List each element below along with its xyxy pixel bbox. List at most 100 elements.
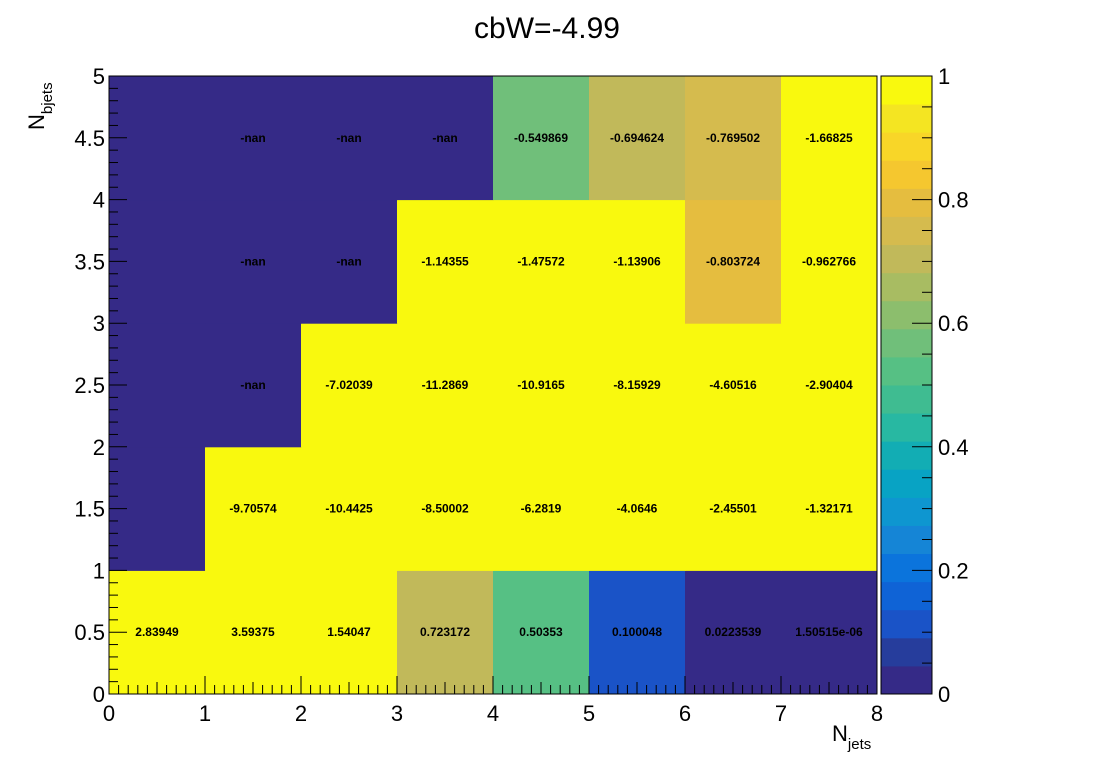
y-tick-label: 3 [93, 311, 105, 336]
color-bar-segment [881, 469, 932, 498]
color-bar-tick-label: 0 [938, 682, 950, 707]
heatmap-cell [589, 446, 686, 571]
y-axis-title-main: N [24, 114, 49, 130]
color-bar: 0 0.2 0.4 0.6 0.8 1 [880, 64, 969, 707]
y-tick-label: 2.5 [74, 373, 105, 398]
cell-value-label: -1.14355 [421, 254, 469, 268]
color-bar-segment [881, 356, 932, 386]
x-tick-label: 1 [199, 701, 211, 726]
cell-value-label: -0.694624 [610, 131, 664, 145]
x-tick-label: 5 [583, 701, 595, 726]
color-bar-segment [881, 244, 932, 274]
heatmap-cell [397, 570, 494, 695]
y-tick-label: 0.5 [74, 620, 105, 645]
cell-value-label: -8.15929 [613, 378, 661, 392]
y-tick-label: 2 [93, 435, 105, 460]
heatmap-cell [781, 570, 878, 695]
cell-value-label: -nan [240, 378, 265, 392]
heatmap-cell [685, 199, 782, 324]
heatmap-cell [781, 199, 878, 324]
cell-value-label: 1.50515e-06 [795, 625, 863, 639]
heatmap-cell [493, 570, 590, 695]
cell-value-label: -11.2869 [422, 378, 469, 392]
cell-value-label: -4.60516 [709, 378, 757, 392]
color-bar-segment [881, 132, 932, 161]
x-axis: 0 1 2 3 4 5 6 7 8 [103, 676, 883, 726]
color-bar-segment [881, 413, 932, 442]
y-tick-label: 3.5 [74, 249, 105, 274]
x-axis-title-sub: jets [847, 736, 871, 753]
x-tick-label: 2 [295, 701, 307, 726]
heatmap-cell [493, 76, 590, 201]
heatmap-cell [685, 76, 782, 201]
heatmap-cells [109, 76, 878, 695]
color-bar-segment [881, 609, 932, 639]
heatmap-cell [301, 76, 398, 201]
heatmap-cell [493, 446, 590, 571]
cell-value-label: -nan [240, 131, 265, 145]
color-bar-segment [881, 76, 932, 105]
color-bar-segment [881, 160, 932, 189]
cell-value-label: -0.803724 [706, 254, 760, 268]
cell-value-label: -0.549869 [514, 131, 568, 145]
cell-value-label: -2.90404 [805, 378, 853, 392]
heatmap-cell [397, 446, 494, 571]
color-bar-segment [881, 328, 932, 358]
heatmap-cell [205, 76, 302, 201]
heatmap-cell [397, 323, 494, 448]
cell-value-label: -9.70574 [229, 502, 277, 516]
color-bar-segment [881, 104, 932, 133]
heatmap-cell [589, 570, 686, 695]
cell-value-label: -2.45501 [709, 502, 757, 516]
cell-value-label: 0.723172 [420, 625, 470, 639]
cell-value-label: -6.2819 [521, 502, 562, 516]
chart-title: cbW=-4.99 [474, 12, 620, 45]
color-bar-tick-label: 0.6 [938, 311, 969, 336]
heatmap-cell [781, 76, 878, 201]
heatmap-cell [493, 199, 590, 324]
cell-value-label: 2.83949 [135, 625, 179, 639]
y-tick-label: 5 [93, 64, 105, 89]
color-bar-tick-label: 0.4 [938, 435, 969, 460]
heatmap-cell [685, 570, 782, 695]
heatmap-cell [301, 323, 398, 448]
color-bar-tick-label: 1 [938, 64, 950, 89]
cell-value-label: -4.0646 [617, 502, 658, 516]
cell-value-label: -0.962766 [802, 254, 856, 268]
cell-value-label: -1.47572 [517, 254, 565, 268]
heatmap-cell [205, 199, 302, 324]
heatmap-cell [781, 323, 878, 448]
color-bar-segment [881, 385, 932, 414]
y-axis-title: Nbjets [24, 82, 56, 130]
x-tick-label: 6 [679, 701, 691, 726]
heatmap-cell [301, 570, 398, 695]
y-tick-label: 4.5 [74, 126, 105, 151]
x-tick-label: 0 [103, 701, 115, 726]
heatmap-cell [205, 570, 302, 695]
x-tick-label: 8 [871, 701, 883, 726]
x-tick-label: 4 [487, 701, 499, 726]
color-bar-segment [881, 581, 932, 611]
cell-value-label: 1.54047 [327, 625, 371, 639]
color-bar-tick-label: 0.2 [938, 558, 969, 583]
heatmap-cell [301, 199, 398, 324]
y-tick-label: 1.5 [74, 497, 105, 522]
y-tick-label: 0 [93, 682, 105, 707]
color-bar-segment [881, 497, 932, 526]
x-tick-label: 3 [391, 701, 403, 726]
heatmap-cell [205, 446, 302, 571]
y-tick-label: 4 [93, 188, 105, 213]
cell-value-label: -nan [336, 254, 361, 268]
color-bar-segment [881, 637, 932, 667]
heatmap-cell [589, 76, 686, 201]
color-bar-segment [881, 188, 932, 217]
heatmap-cell [589, 323, 686, 448]
color-bar-segment [881, 553, 932, 583]
cell-value-label: -7.02039 [325, 378, 373, 392]
heatmap-cell [205, 323, 302, 448]
heatmap-cell [685, 323, 782, 448]
color-bar-segment [881, 272, 932, 302]
cell-value-label: 0.100048 [612, 625, 662, 639]
cell-value-label: -1.66825 [805, 131, 853, 145]
